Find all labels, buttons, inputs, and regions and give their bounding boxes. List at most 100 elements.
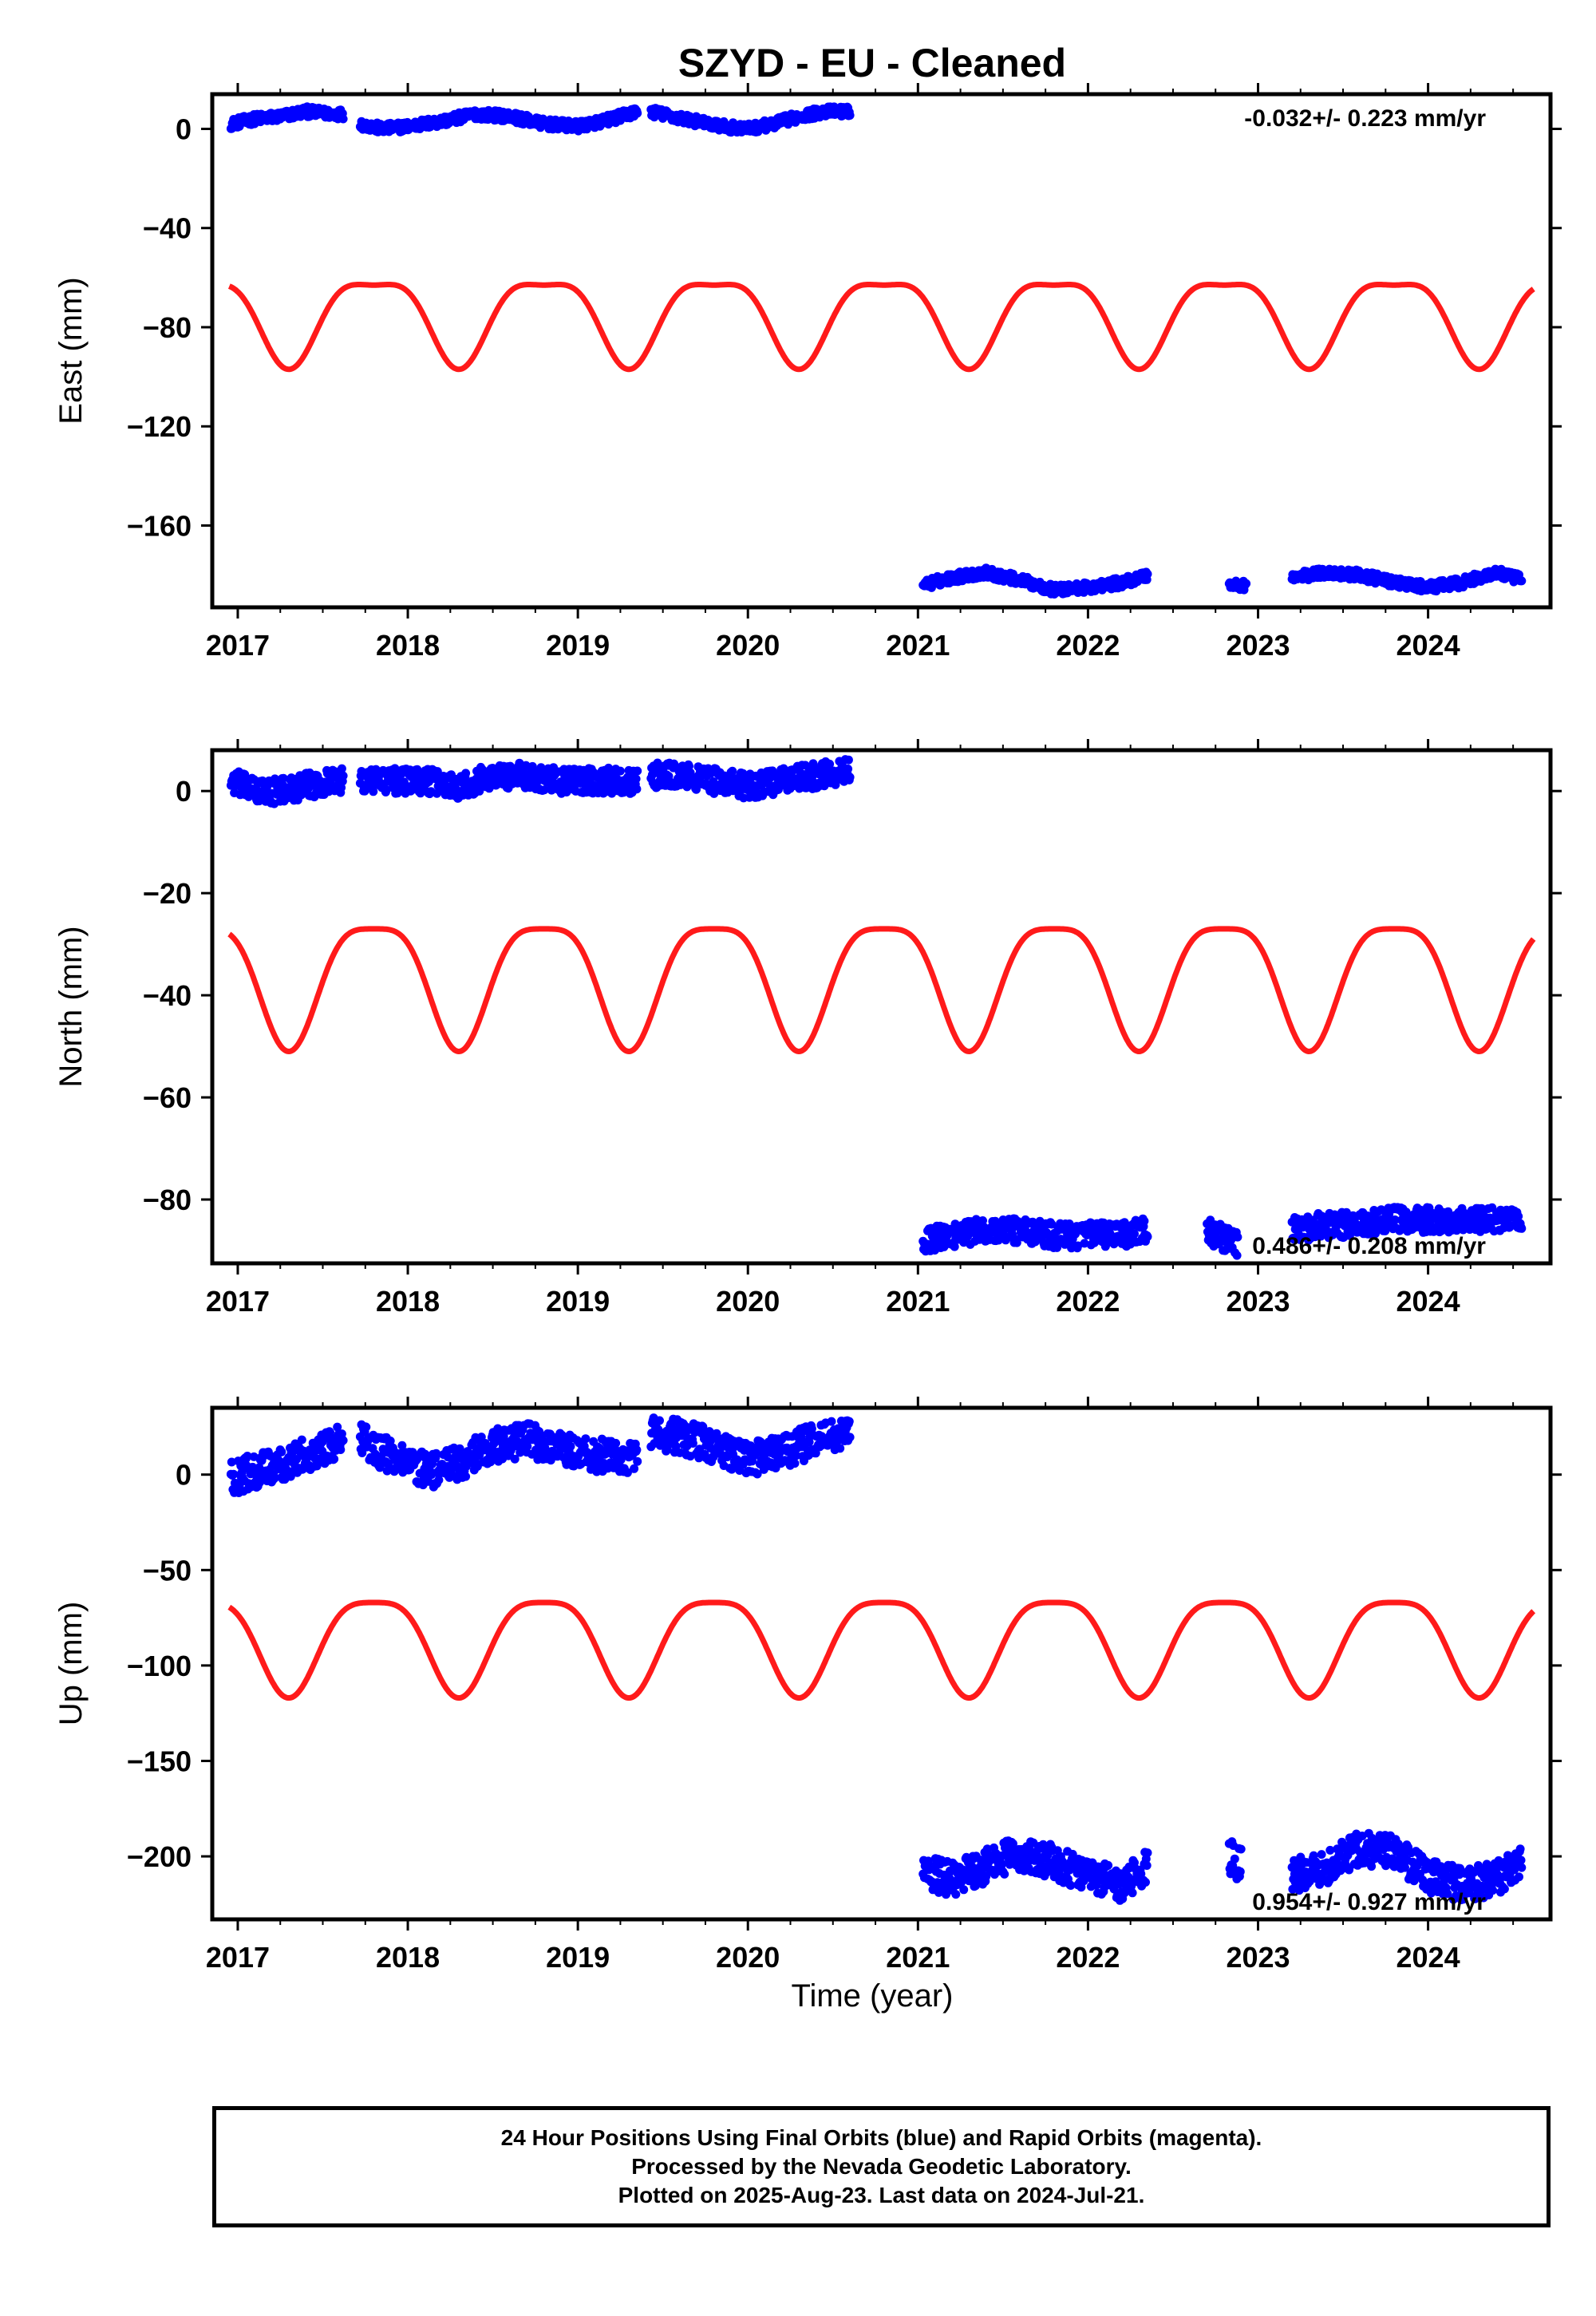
data-point bbox=[1104, 1860, 1113, 1870]
data-segment bbox=[226, 1422, 348, 1497]
data-point bbox=[539, 785, 549, 795]
data-point bbox=[1047, 1219, 1057, 1229]
data-point bbox=[510, 1454, 519, 1464]
x-tick-label: 2019 bbox=[546, 1285, 610, 1318]
model-curve bbox=[227, 926, 1536, 1055]
data-point bbox=[484, 784, 494, 793]
data-point bbox=[1143, 569, 1152, 579]
data-point bbox=[633, 109, 642, 118]
y-axis-title: North (mm) bbox=[53, 926, 89, 1087]
data-point bbox=[1235, 1867, 1245, 1876]
x-tick-label: 2017 bbox=[206, 1285, 270, 1318]
data-segment bbox=[918, 563, 1152, 599]
data-point bbox=[685, 761, 693, 771]
data-segment bbox=[918, 1836, 1152, 1905]
data-point bbox=[1230, 1854, 1239, 1863]
data-point bbox=[1514, 1211, 1523, 1221]
data-point bbox=[959, 1885, 969, 1895]
y-tick-label: −40 bbox=[143, 212, 192, 245]
data-point bbox=[397, 1441, 407, 1450]
plot-area bbox=[226, 1413, 1536, 1905]
data-point bbox=[1345, 1865, 1354, 1875]
x-tick-label: 2018 bbox=[376, 629, 440, 662]
data-point bbox=[1143, 1848, 1152, 1858]
data-point bbox=[1400, 1863, 1409, 1872]
data-point bbox=[277, 1447, 286, 1456]
data-point bbox=[1143, 1232, 1152, 1242]
data-point bbox=[836, 1444, 845, 1453]
data-point bbox=[1233, 1232, 1242, 1242]
data-segment bbox=[1224, 576, 1251, 595]
data-point bbox=[227, 1457, 236, 1467]
north-panel: 2017 2018 2019 2020 2021 2022 2023 20240−20−40−… bbox=[53, 739, 1562, 1318]
data-point bbox=[753, 1469, 762, 1479]
x-tick-label: 2023 bbox=[1226, 1285, 1290, 1318]
data-point bbox=[779, 764, 788, 773]
data-point bbox=[655, 1416, 664, 1425]
data-point bbox=[692, 785, 701, 794]
data-point bbox=[622, 1468, 632, 1477]
data-point bbox=[997, 1860, 1006, 1868]
data-point bbox=[1345, 1231, 1354, 1240]
x-tick-label: 2023 bbox=[1226, 629, 1290, 662]
data-point bbox=[455, 1444, 464, 1453]
data-segment bbox=[1287, 564, 1527, 596]
data-segment bbox=[226, 764, 348, 808]
data-point bbox=[371, 765, 381, 774]
data-point bbox=[633, 766, 642, 776]
data-segment bbox=[918, 1214, 1152, 1256]
data-point bbox=[792, 1451, 801, 1460]
data-point bbox=[688, 1439, 697, 1448]
data-point bbox=[1141, 1878, 1150, 1887]
data-segment bbox=[1287, 1828, 1527, 1904]
data-point bbox=[1517, 1223, 1527, 1233]
data-point bbox=[1012, 1238, 1021, 1247]
x-tick-label: 2020 bbox=[716, 1285, 780, 1318]
data-point bbox=[1242, 579, 1251, 588]
data-point bbox=[1325, 1845, 1335, 1855]
data-point bbox=[1128, 1888, 1137, 1898]
data-point bbox=[631, 774, 641, 784]
data-point bbox=[240, 769, 250, 779]
x-tick-label: 2022 bbox=[1056, 629, 1120, 662]
data-point bbox=[728, 766, 737, 776]
data-point bbox=[249, 1452, 259, 1461]
y-tick-label: −120 bbox=[127, 410, 192, 443]
data-point bbox=[790, 1459, 800, 1468]
data-point bbox=[243, 1452, 252, 1460]
data-point bbox=[845, 773, 855, 782]
data-point bbox=[229, 1469, 239, 1479]
data-segment bbox=[355, 758, 642, 803]
y-tick-label: −80 bbox=[143, 1184, 192, 1216]
data-point bbox=[326, 1428, 335, 1437]
plot-area bbox=[226, 755, 1536, 1260]
data-point bbox=[1232, 1251, 1242, 1260]
plot-area bbox=[226, 102, 1535, 599]
data-point bbox=[475, 786, 484, 796]
data-point bbox=[338, 771, 348, 781]
data-point bbox=[297, 1435, 306, 1445]
data-segment bbox=[1224, 1837, 1246, 1883]
data-point bbox=[1080, 1239, 1089, 1248]
x-tick-label: 2021 bbox=[886, 1285, 950, 1318]
data-segment bbox=[355, 1419, 642, 1492]
data-point bbox=[1140, 1216, 1149, 1226]
x-tick-label: 2018 bbox=[376, 1285, 440, 1318]
x-tick-label: 2022 bbox=[1056, 1285, 1120, 1318]
y-axis-title: East (mm) bbox=[53, 277, 89, 424]
data-point bbox=[384, 1459, 393, 1468]
y-tick-label: −60 bbox=[143, 1081, 192, 1114]
data-segment bbox=[1287, 1203, 1527, 1245]
data-point bbox=[338, 114, 348, 124]
y-tick-label: 0 bbox=[176, 775, 192, 808]
data-point bbox=[292, 1455, 302, 1464]
y-tick-label: −20 bbox=[143, 877, 192, 910]
data-point bbox=[432, 1448, 441, 1458]
y-tick-label: 0 bbox=[176, 113, 192, 145]
data-point bbox=[333, 1422, 342, 1432]
y-tick-label: −40 bbox=[143, 979, 192, 1012]
data-segment bbox=[1203, 1215, 1242, 1260]
data-point bbox=[951, 1890, 961, 1899]
data-point bbox=[633, 1456, 642, 1466]
data-point bbox=[844, 1417, 854, 1426]
